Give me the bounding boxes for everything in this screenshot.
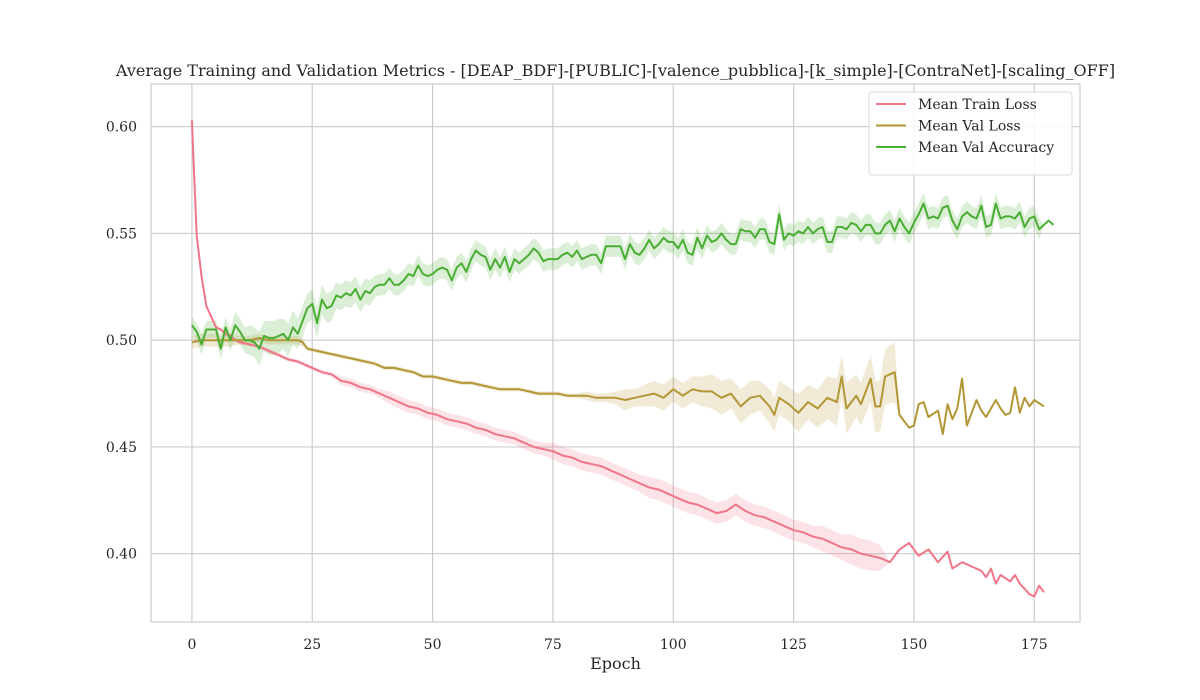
x-tick-label: 0: [187, 637, 196, 653]
series-lines: [190, 120, 1055, 598]
confidence-bands: [191, 107, 1054, 597]
x-tick-label: 175: [1021, 637, 1048, 653]
series-line-1: [191, 337, 1045, 436]
y-tick-label: 0.45: [106, 440, 137, 456]
y-tick-label: 0.50: [106, 333, 137, 349]
x-axis-title: Epoch: [590, 654, 641, 673]
legend-label: Mean Val Loss: [918, 119, 1021, 135]
legend: Mean Train Loss Mean Val Loss Mean Val Acc…: [868, 91, 1073, 176]
legend-label: Mean Train Loss: [918, 97, 1037, 113]
x-tick-label: 125: [780, 637, 807, 653]
legend-box: [868, 91, 1073, 176]
x-tick-label: 150: [901, 637, 928, 653]
y-tick-label: 0.55: [106, 226, 137, 242]
plot-frame: [150, 83, 1081, 623]
x-tick-label: 75: [544, 637, 562, 653]
band-1: [191, 333, 1044, 435]
x-tick-label: 100: [660, 637, 687, 653]
chart-title: Average Training and Validation Metrics …: [115, 61, 1115, 80]
tick-labels: 0 25 50 75 100 125 150 175 0.40 0.45 0.50 0.55 0.60: [106, 120, 1048, 653]
series-line-2: [191, 202, 1055, 350]
x-tick-label: 50: [424, 637, 442, 653]
legend-label: Mean Val Accuracy: [918, 140, 1054, 156]
band-2: [191, 192, 1054, 366]
x-tick-label: 25: [303, 637, 321, 653]
series-line-0: [190, 120, 1045, 598]
y-tick-label: 0.60: [106, 120, 137, 136]
y-tick-label: 0.40: [106, 547, 137, 563]
